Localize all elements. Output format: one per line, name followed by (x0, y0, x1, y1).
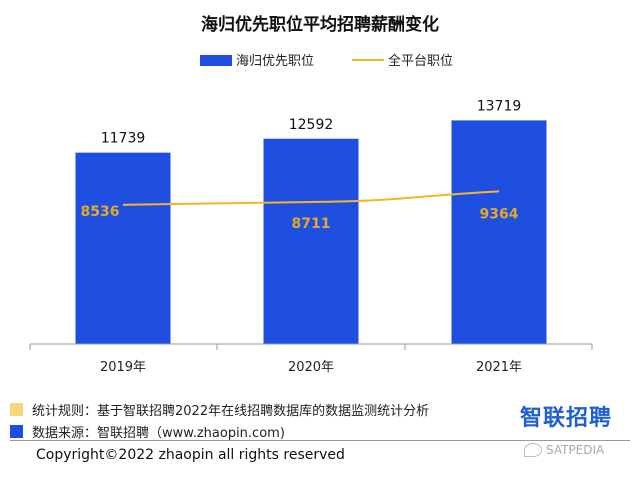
legend: 海归优先职位 全平台职位 (200, 53, 453, 69)
x-tick-label: 2019年 (100, 360, 146, 375)
bar-2019年 (75, 152, 171, 344)
bar-2020年 (263, 138, 359, 344)
bar-value-label: 11739 (101, 131, 146, 147)
chart-title: 海归优先职位平均招聘薪酬变化 (201, 14, 439, 35)
legend-line-label: 全平台职位 (388, 53, 453, 69)
note-source: 数据来源：智联招聘（www.zhaopin.com) (10, 422, 285, 441)
line-value-label: 9364 (480, 206, 519, 222)
footer-divider (10, 440, 630, 441)
line-series: 8536 8711 9364 (81, 190, 519, 232)
bar-2021年 (451, 120, 547, 344)
note-source-text: 数据来源：智联招聘（www.zhaopin.com) (32, 426, 285, 441)
wechat-icon (524, 443, 542, 457)
brand-logo: 智联招聘 (520, 406, 613, 431)
legend-bar-label: 海归优先职位 (236, 54, 314, 69)
watermark: SATPEDIA (524, 443, 604, 457)
x-ticks: 2019年 2020年 2021年 (29, 344, 593, 375)
copyright-text: Copyright©2022 zhaopin all rights reserv… (36, 447, 345, 463)
chart: 海归优先职位平均招聘薪酬变化 海归优先职位 全平台职位 11739 12592 13… (29, 14, 593, 375)
note-source-square (10, 425, 23, 438)
bar-value-label: 12592 (289, 117, 334, 133)
bar-label-group: 11739 12592 13719 (101, 98, 522, 146)
bar-group (75, 120, 547, 344)
line-path (122, 190, 500, 206)
note-rule-text: 统计规则：基于智联招聘2022年在线招聘数据库的数据监测统计分析 (32, 404, 430, 419)
line-value-label: 8711 (292, 216, 331, 232)
note-rule: 统计规则：基于智联招聘2022年在线招聘数据库的数据监测统计分析 (10, 400, 429, 419)
legend-bar-swatch (200, 55, 232, 66)
line-value-label: 8536 (81, 204, 120, 220)
x-tick-label: 2020年 (288, 360, 334, 375)
note-rule-square (10, 403, 23, 416)
watermark-text: SATPEDIA (546, 443, 605, 457)
bar-value-label: 13719 (477, 98, 522, 114)
x-tick-label: 2021年 (476, 360, 522, 375)
